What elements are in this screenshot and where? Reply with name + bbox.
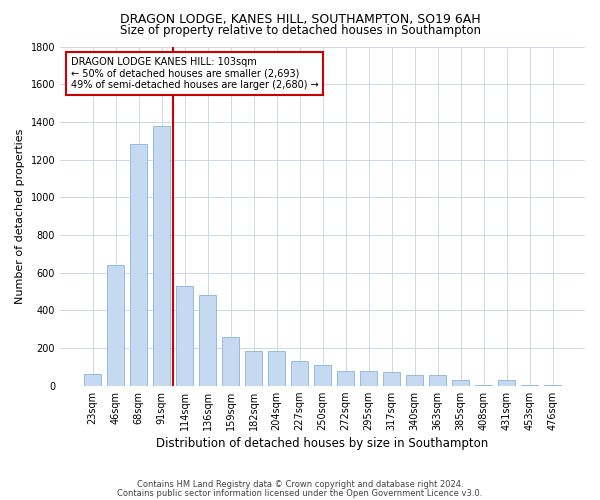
Text: Size of property relative to detached houses in Southampton: Size of property relative to detached ho… (119, 24, 481, 37)
Bar (153, 126, 170, 386)
Bar (383, 372, 400, 386)
Text: DRAGON LODGE KANES HILL: 103sqm
← 50% of detached houses are smaller (2,693)
49%: DRAGON LODGE KANES HILL: 103sqm ← 50% of… (71, 56, 318, 90)
Text: Contains HM Land Registry data © Crown copyright and database right 2024.: Contains HM Land Registry data © Crown c… (137, 480, 463, 489)
Bar (222, 336, 239, 386)
Bar (107, 265, 124, 386)
X-axis label: Distribution of detached houses by size in Southampton: Distribution of detached houses by size … (157, 437, 488, 450)
Bar (176, 286, 193, 386)
Bar (314, 365, 331, 386)
Bar (475, 385, 492, 386)
Bar (360, 370, 377, 386)
Bar (429, 376, 446, 386)
Bar (498, 380, 515, 386)
Bar (84, 374, 101, 386)
Bar (452, 380, 469, 386)
Y-axis label: Number of detached properties: Number of detached properties (15, 128, 25, 304)
Bar (337, 370, 354, 386)
Bar (130, 144, 147, 386)
Bar (291, 361, 308, 386)
Bar (521, 385, 538, 386)
Text: DRAGON LODGE, KANES HILL, SOUTHAMPTON, SO19 6AH: DRAGON LODGE, KANES HILL, SOUTHAMPTON, S… (119, 12, 481, 26)
Bar (406, 376, 423, 386)
Bar (245, 351, 262, 386)
Text: Contains public sector information licensed under the Open Government Licence v3: Contains public sector information licen… (118, 488, 482, 498)
Bar (544, 385, 561, 386)
Bar (199, 295, 216, 386)
Bar (268, 351, 285, 386)
